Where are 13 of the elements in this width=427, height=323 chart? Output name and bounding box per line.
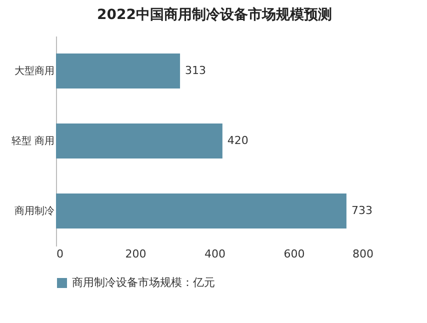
y-tick-label: 轻型 商用 (11, 135, 54, 147)
y-tick-label: 大型商用 (14, 65, 54, 77)
x-tick-label: 400 (204, 248, 226, 260)
x-tick-label: 0 (56, 248, 64, 260)
x-tick-label: 800 (352, 248, 374, 260)
data-label: 733 (351, 204, 372, 217)
data-label: 313 (185, 64, 206, 77)
y-tick-label: 商用制冷 (14, 205, 54, 217)
data-label: 420 (227, 134, 248, 147)
chart-title: 2022中国商用制冷设备市场规模预测 (97, 6, 332, 23)
legend-label: 商用制冷设备市场规模：亿元 (72, 276, 215, 289)
x-tick-label: 600 (284, 248, 305, 260)
x-tick-label: 200 (125, 248, 146, 260)
